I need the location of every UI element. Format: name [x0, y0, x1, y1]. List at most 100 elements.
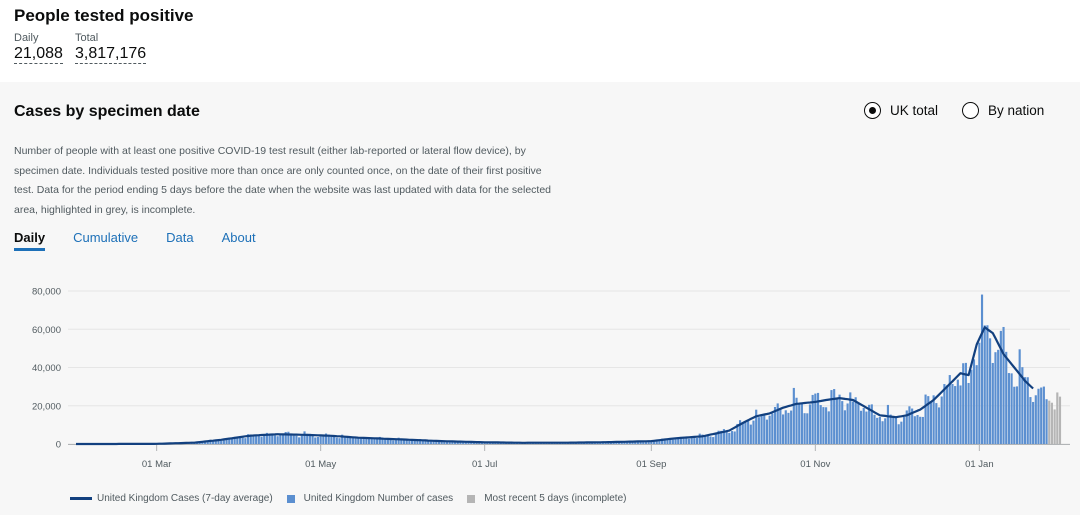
cases-bar	[695, 437, 699, 444]
cases-bar	[825, 407, 828, 444]
cases-bar	[303, 431, 306, 444]
legend-label-average: United Kingdom Cases (7-day average)	[97, 493, 273, 504]
y-tick-label: 0	[56, 440, 61, 451]
cases-bar	[290, 435, 293, 444]
cases-bar	[919, 416, 922, 444]
cases-bar	[720, 430, 723, 444]
cases-chart: 0 20,000 40,000 60,000 80,000 01 Mar 01 May 01 …	[32, 287, 1070, 470]
cases-bar	[362, 437, 365, 444]
radio-selected-icon[interactable]	[864, 102, 881, 119]
radio-uk-total-label: UK total	[890, 103, 939, 118]
cases-bar	[951, 383, 954, 444]
cases-bar	[276, 436, 279, 444]
cases-bar	[851, 401, 855, 444]
cases-bar	[327, 434, 330, 444]
cases-bar	[792, 387, 795, 444]
cases-bar	[658, 440, 661, 444]
cases-bar	[284, 431, 287, 444]
cases-bar	[800, 402, 803, 444]
cases-bar	[790, 410, 793, 444]
cases-bar	[889, 414, 892, 444]
cases-bar	[814, 393, 817, 444]
x-tick-label: 01 Jul	[472, 459, 497, 470]
chart-tabs: Daily Cumulative Data About	[14, 230, 284, 251]
cases-bar	[755, 409, 758, 444]
cases-bar	[1034, 395, 1037, 444]
card-title: Cases by specimen date	[14, 103, 200, 120]
cases-bar	[682, 436, 685, 444]
cases-bar	[201, 442, 204, 444]
cases-bar	[701, 434, 704, 444]
tab-daily[interactable]: Daily	[14, 230, 46, 251]
cases-bar	[884, 418, 887, 444]
cases-bar	[1029, 397, 1032, 444]
chart-legend: United Kingdom Cases (7-day average) Uni…	[70, 493, 640, 504]
cases-bar	[661, 438, 664, 444]
cases-bar	[246, 434, 250, 444]
cases-bar	[408, 440, 411, 444]
cases-bar	[841, 401, 844, 444]
total-value[interactable]: 3,817,176	[75, 45, 147, 64]
cases-bar	[279, 434, 282, 444]
cases-bar	[1018, 349, 1021, 444]
tab-about[interactable]: About	[221, 230, 256, 245]
radio-unselected-icon[interactable]	[962, 102, 980, 119]
cases-bar	[956, 379, 959, 444]
cases-bar	[798, 404, 801, 444]
cases-bar	[346, 437, 349, 444]
cases-bar	[249, 434, 252, 444]
cases-bar	[693, 438, 696, 444]
x-tick-label: 01 May	[305, 459, 336, 470]
cases-bar	[738, 420, 742, 444]
legend-item-average: United Kingdom Cases (7-day average)	[70, 493, 273, 504]
radio-uk-total[interactable]: UK total	[864, 102, 938, 119]
cases-bar	[389, 439, 392, 444]
radio-by-nation[interactable]: By nation	[962, 102, 1044, 119]
cases-bar	[911, 408, 914, 444]
cases-bar	[435, 440, 438, 444]
cases-bar	[932, 395, 935, 444]
cases-bar	[733, 431, 736, 444]
area-radio-group: UK total By nation	[864, 102, 1068, 119]
total-metric: Total 3,817,176	[75, 32, 147, 64]
cases-bar	[803, 413, 806, 444]
cases-bar	[833, 389, 836, 444]
cases-bar	[999, 330, 1002, 444]
daily-value[interactable]: 21,088	[14, 45, 63, 64]
cases-bar	[881, 421, 884, 444]
cases-bar	[445, 441, 449, 444]
cases-bar	[402, 438, 406, 444]
summary-section: People tested positive Daily 21,088 Tota…	[0, 0, 1080, 82]
cases-bar	[1037, 388, 1040, 444]
cases-bar	[650, 441, 653, 444]
cases-bar	[784, 410, 787, 444]
x-tick-label: 01 Sep	[636, 459, 666, 470]
radio-by-nation-label: By nation	[988, 103, 1045, 118]
cases-bar	[316, 436, 320, 444]
cases-bar	[206, 441, 209, 444]
cases-bar	[806, 413, 809, 444]
cases-bar	[1002, 326, 1005, 444]
legend-line-swatch	[70, 497, 92, 500]
cases-bar	[669, 438, 672, 444]
cases-bar	[257, 435, 260, 444]
cases-bar	[341, 434, 344, 444]
tab-data[interactable]: Data	[166, 230, 194, 245]
tab-cumulative[interactable]: Cumulative	[73, 230, 139, 245]
cases-bar	[373, 438, 376, 444]
cases-bar	[647, 441, 650, 444]
cases-bar	[265, 432, 268, 444]
cases-bar	[749, 424, 752, 444]
cases-bar	[876, 417, 879, 444]
cases-bar	[776, 403, 779, 444]
cases-bar	[935, 403, 938, 444]
cases-bar	[846, 403, 849, 444]
cases-bar	[419, 439, 422, 444]
cases-bar	[892, 416, 895, 444]
cases-bar	[252, 436, 255, 444]
cases-bar	[827, 411, 830, 444]
legend-incomplete-swatch	[467, 494, 476, 503]
cases-bar	[338, 438, 341, 444]
cases-bar	[937, 407, 941, 444]
cases-bar	[464, 441, 467, 444]
